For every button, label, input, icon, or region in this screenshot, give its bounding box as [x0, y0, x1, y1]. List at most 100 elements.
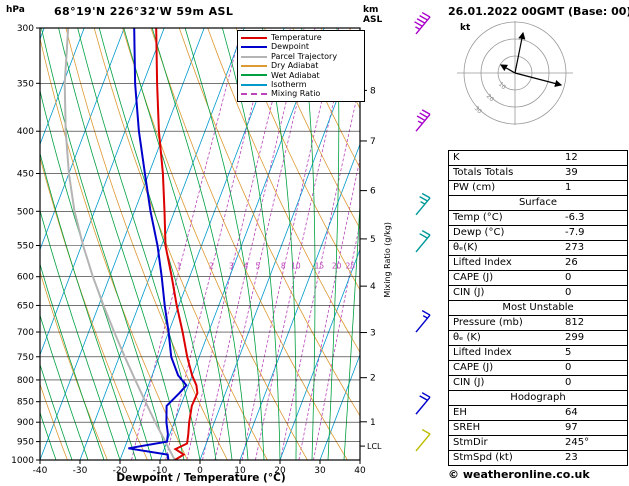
row-value: 245°: [565, 437, 590, 448]
legend-label: Mixing Ratio: [271, 89, 321, 99]
svg-text:25: 25: [346, 262, 356, 271]
wind-barb: [415, 428, 431, 452]
legend-swatch: [241, 64, 267, 67]
row-label: Temp (°C): [453, 212, 503, 223]
row-value: 97: [565, 422, 578, 433]
lcl-label: LCL: [367, 442, 382, 451]
legend-swatch: [241, 46, 267, 49]
row-label: θₑ (K): [453, 332, 481, 343]
svg-text:30: 30: [314, 466, 326, 476]
table-section-header: Hodograph: [449, 391, 627, 406]
svg-text:10: 10: [291, 262, 301, 271]
row-value: 23: [565, 452, 578, 463]
section-title: Most Unstable: [502, 302, 574, 313]
legend-swatch: [241, 36, 267, 39]
run-datetime-title: 26.01.2022 00GMT (Base: 00): [448, 5, 629, 18]
row-value: 0: [565, 362, 572, 373]
legend-item: Dry Adiabat: [241, 61, 361, 70]
profiles: [63, 28, 199, 460]
table-row: EH 64: [449, 406, 627, 421]
table-row: Lifted Index 26: [449, 256, 627, 271]
legend-label: Isotherm: [271, 80, 307, 90]
svg-text:4: 4: [370, 282, 376, 292]
row-label: PW (cm): [453, 182, 496, 193]
table-row: CIN (J) 0: [449, 286, 627, 301]
table-row: CIN (J) 0: [449, 376, 627, 391]
mixing-ratio-labels: 1 2 3 4 5 8 10 15 20 25: [177, 262, 356, 271]
wind-barb: [415, 392, 431, 415]
wind-barb: [414, 11, 431, 35]
row-value: -6.3: [565, 212, 585, 223]
svg-text:2: 2: [209, 262, 214, 271]
svg-text:400: 400: [17, 127, 34, 137]
row-value: 299: [565, 332, 585, 343]
row-label: Pressure (mb): [453, 317, 523, 328]
row-label: θₑ(K): [453, 242, 478, 253]
section-title: Hodograph: [510, 392, 566, 403]
svg-text:600: 600: [17, 273, 34, 283]
section-title: Surface: [518, 197, 558, 208]
svg-text:10: 10: [234, 466, 246, 476]
ring-label: 30: [473, 105, 483, 115]
copyright: © weatheronline.co.uk: [448, 468, 590, 481]
pressure-unit-label: hPa: [6, 5, 25, 15]
indices-table: K 12 Totals Totals 39 PW (cm) 1 Surface Temp (°…: [448, 150, 628, 466]
wind-barb: [415, 109, 431, 132]
legend-label: Dewpoint: [271, 42, 310, 52]
x-axis-title: Dewpoint / Temperature (°C): [116, 472, 286, 484]
skewt-diagram: 1 2 3 4 5 8 10 15 20 2530035040045050055060065070…: [11, 11, 431, 476]
legend-item: Temperature: [241, 33, 361, 42]
table-row: StmDir 245°: [449, 436, 627, 451]
wind-vector: [514, 31, 526, 74]
svg-text:-30: -30: [73, 466, 88, 476]
x-axis: -40 -30 -20 -10 0 10 20 30 40: [33, 460, 366, 476]
svg-text:750: 750: [17, 353, 34, 363]
svg-text:450: 450: [17, 169, 34, 179]
temperature-curve: [155, 28, 199, 460]
table-row: θₑ(K) 273: [449, 241, 627, 256]
km-axis: 8 7 6 5 4 3 2 1 LCL: [360, 86, 382, 451]
row-label: Dewp (°C): [453, 227, 505, 238]
row-value: 812: [565, 317, 585, 328]
table-row: Pressure (mb) 812: [449, 316, 627, 331]
svg-text:1: 1: [177, 262, 182, 271]
table-row: StmSpd (kt) 23: [449, 451, 627, 466]
svg-text:8: 8: [370, 86, 376, 96]
row-label: Totals Totals: [453, 167, 514, 178]
table-section-header: Most Unstable: [449, 301, 627, 316]
row-label: CIN (J): [453, 287, 485, 298]
row-label: StmSpd (kt): [453, 452, 513, 463]
svg-text:700: 700: [17, 328, 34, 338]
svg-text:-40: -40: [33, 466, 48, 476]
wind-vector: [514, 72, 563, 87]
row-value: 5: [565, 347, 572, 358]
svg-text:550: 550: [17, 241, 34, 251]
row-label: SREH: [453, 422, 481, 433]
legend-swatch: [241, 93, 267, 96]
svg-text:7: 7: [370, 137, 376, 147]
legend-swatch: [241, 83, 267, 86]
parcel-trajectory-curve: [63, 28, 176, 460]
svg-text:300: 300: [17, 24, 34, 34]
svg-text:350: 350: [17, 79, 34, 89]
row-value: 1: [565, 182, 572, 193]
table-section-header: Surface: [449, 196, 627, 211]
svg-text:0: 0: [197, 466, 203, 476]
svg-text:3: 3: [370, 329, 376, 339]
svg-text:15: 15: [315, 262, 325, 271]
table-row: θₑ (K) 299: [449, 331, 627, 346]
table-row: Totals Totals 39: [449, 166, 627, 181]
wind-barb: [415, 229, 431, 253]
row-value: 0: [565, 287, 572, 298]
svg-text:20: 20: [274, 466, 286, 476]
wind-barb: [415, 310, 431, 333]
table-row: K 12: [449, 151, 627, 166]
altitude-unit-label: km ASL: [363, 5, 383, 25]
table-row: Dewp (°C) -7.9: [449, 226, 627, 241]
table-row: Lifted Index 5: [449, 346, 627, 361]
legend-swatch: [241, 55, 267, 58]
row-value: 39: [565, 167, 578, 178]
row-value: -7.9: [565, 227, 585, 238]
svg-text:6: 6: [370, 187, 376, 197]
row-label: Lifted Index: [453, 347, 512, 358]
